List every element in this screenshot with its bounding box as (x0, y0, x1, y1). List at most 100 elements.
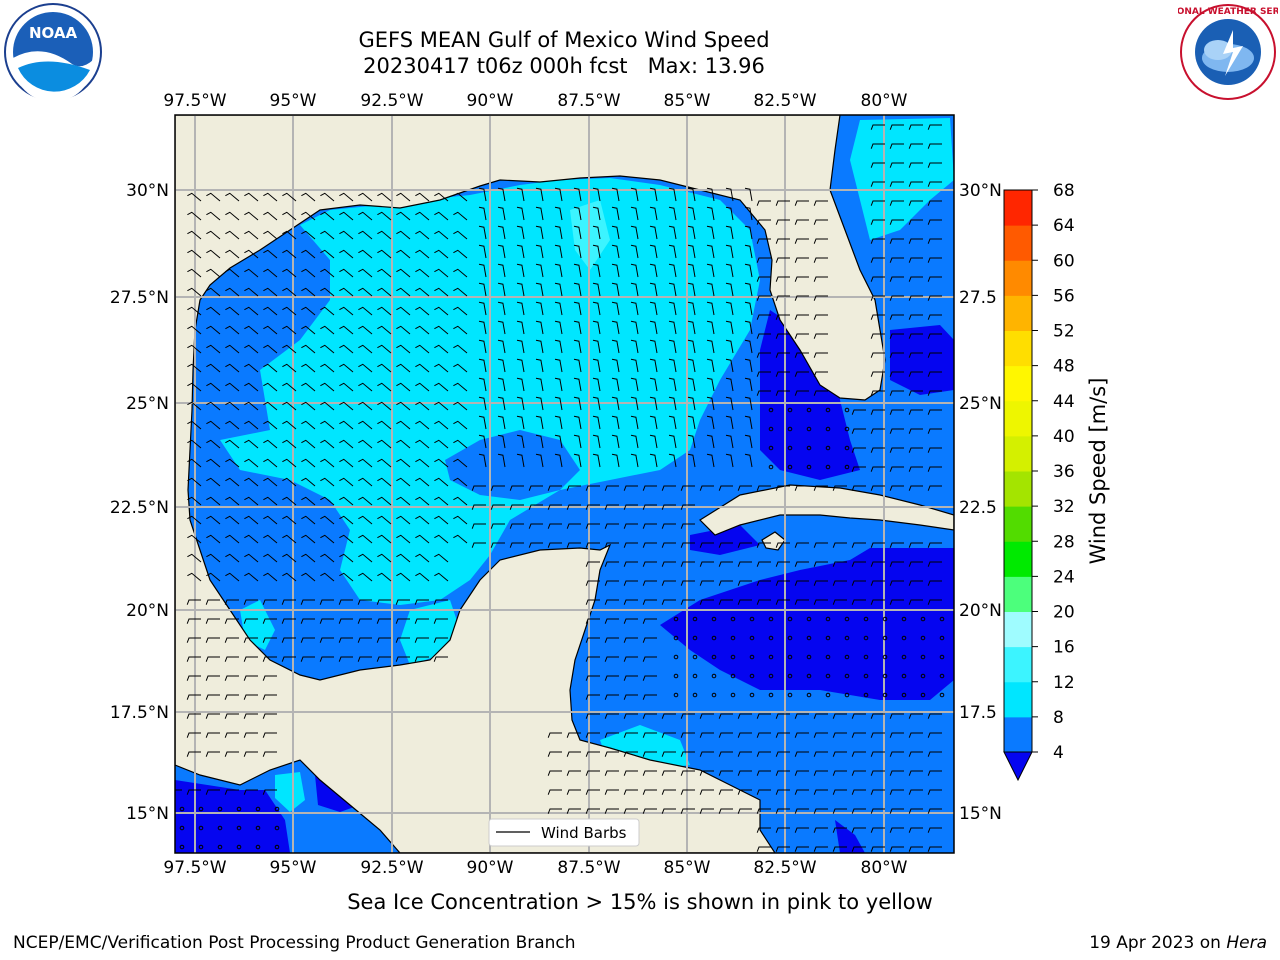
noaa-logo: NOAA (4, 3, 102, 102)
wind-barb (338, 618, 353, 624)
wind-barb (415, 249, 430, 259)
wind-barb (396, 344, 411, 354)
wind-barb (889, 409, 904, 415)
wind-barb (453, 230, 468, 240)
wind-barb (497, 377, 506, 392)
wind-barb (756, 713, 771, 719)
wind-barb (927, 599, 942, 605)
wind-barb (243, 751, 258, 757)
wind-barb (775, 580, 790, 586)
wind-barb (908, 162, 923, 168)
wind-barb (661, 542, 676, 548)
wind-barb (206, 192, 221, 202)
wind-barb (775, 390, 790, 396)
wind-barb (281, 618, 296, 624)
wind-barb-calm (768, 445, 774, 451)
wind-barb-calm (749, 692, 755, 698)
wind-barb-calm (806, 654, 812, 660)
wind-barb (737, 751, 752, 757)
wind-barb (282, 192, 297, 202)
wind-barb (566, 504, 581, 510)
wind-barb (301, 572, 316, 582)
wind-barb-calm (806, 692, 812, 698)
wind-barb (642, 751, 657, 757)
wind-barb (832, 846, 847, 852)
wind-barb (680, 485, 695, 491)
wind-barb (649, 358, 658, 373)
wind-barb (813, 371, 828, 377)
wind-barb (300, 618, 315, 624)
wind-barb (737, 808, 752, 814)
wind-barb (478, 301, 487, 316)
wind-barb (908, 770, 923, 776)
wind-barb (889, 542, 904, 548)
wind-barb (224, 618, 239, 624)
wind-barb (263, 306, 278, 316)
colorbar-bin (1004, 716, 1032, 753)
wind-barb (604, 542, 619, 548)
wind-barb (832, 485, 847, 491)
wind-barb (661, 561, 676, 567)
wind-barb (794, 238, 809, 244)
wind-barb (668, 320, 677, 335)
wind-4-8-gulf-patch (445, 430, 580, 500)
wind-barb (680, 713, 695, 719)
wind-barb (756, 846, 771, 852)
wind-barb (927, 428, 942, 434)
wind-barb (509, 523, 524, 529)
wind-barb (554, 453, 563, 468)
wind-barb (186, 694, 201, 700)
wind-barb (649, 415, 658, 430)
wind-barb (396, 515, 411, 525)
wind-barb (604, 504, 619, 510)
wind-barb (889, 485, 904, 491)
wind-barb (566, 808, 581, 814)
wind-barb (566, 770, 581, 776)
wind-barb (870, 770, 885, 776)
wind-barb (889, 124, 904, 130)
wind-barb-calm (768, 673, 774, 679)
wind-barb (794, 580, 809, 586)
wind-barb (263, 553, 278, 563)
wind-barb-calm (825, 635, 831, 641)
wind-barb-calm (920, 654, 926, 660)
wind-barb (320, 325, 335, 335)
lat-label: 15°N (959, 804, 1002, 824)
wind-lt4-bahamas (890, 325, 954, 395)
wind-barb (661, 713, 676, 719)
wind-barb (396, 439, 411, 449)
wind-barb (282, 287, 297, 297)
wind-barb (339, 439, 354, 449)
wind-barb (320, 420, 335, 430)
wind-barb (535, 453, 544, 468)
wind-barb (301, 268, 316, 278)
wind-barb (604, 713, 619, 719)
wind-barb (623, 580, 638, 586)
wind-barb (927, 352, 942, 358)
wind-barb (668, 244, 677, 259)
wind-barb-calm (806, 616, 812, 622)
wind-barb (908, 352, 923, 358)
wind-barb (668, 396, 677, 411)
wind-barb (187, 268, 202, 278)
wind-barb-calm (787, 673, 793, 679)
wind-barb (756, 561, 771, 567)
wind-barb-calm (939, 692, 945, 698)
wind-barb (225, 439, 240, 449)
wind-barb (396, 534, 411, 544)
wind-barb (396, 458, 411, 468)
wind-barb (744, 282, 753, 297)
lat-label: 30°N (959, 181, 1002, 201)
wind-barb (186, 713, 201, 719)
wind-barb (661, 770, 676, 776)
wind-barb (668, 206, 677, 221)
wind-barb-calm (749, 635, 755, 641)
colorbar-bin (1004, 611, 1032, 648)
wind-barb (927, 751, 942, 757)
wind-barb (471, 504, 486, 510)
wind-barb (206, 268, 221, 278)
wind-barb (699, 713, 714, 719)
wind-barb (744, 396, 753, 411)
wind-barb (377, 268, 392, 278)
wind-barb (592, 301, 601, 316)
